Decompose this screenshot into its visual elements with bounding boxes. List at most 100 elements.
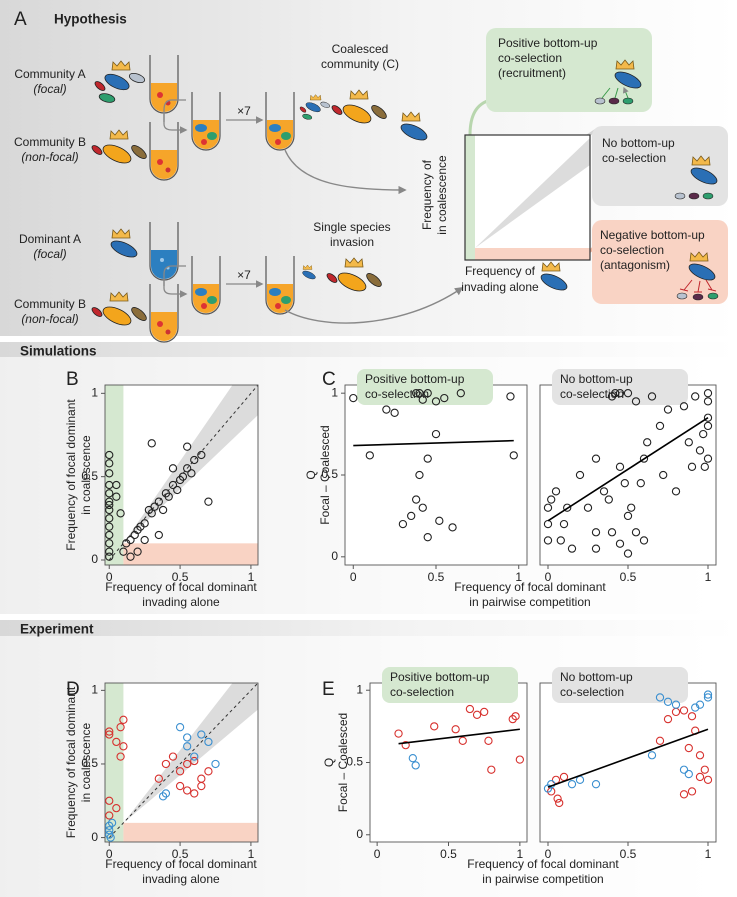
y-tick-label: 0.5 [81,756,98,770]
point [679,402,689,411]
title-box [552,369,688,405]
arrow [284,149,407,195]
point [394,729,403,738]
point [116,752,125,761]
cell [707,292,719,300]
point [484,736,493,745]
cell [622,97,634,105]
y-axis-label: in coalescence [79,435,93,515]
box-text: Negative bottom-up [600,228,705,242]
point [105,811,114,820]
y-axis-label: Frequency of focal dominant [64,399,78,551]
repeat-label: ×7 [237,268,251,282]
point [154,774,163,783]
y-tick-label: 0 [356,827,363,841]
point [515,755,525,764]
point [435,516,444,525]
point [168,752,178,761]
repeat-label: ×7 [237,104,251,118]
point [509,451,518,460]
point [178,472,188,481]
point [126,535,135,545]
point [183,786,192,795]
point [105,552,114,561]
point [700,462,709,471]
point [119,715,128,724]
point [687,712,697,721]
point [411,495,421,504]
point [567,544,577,553]
box-text: No bottom-up [602,136,675,150]
point [423,533,432,542]
arrow [163,99,186,122]
point [190,789,199,798]
panel-title: co-selection [560,387,624,401]
point [615,539,625,548]
x-axis-label: invading alone [142,872,220,886]
point [508,714,517,724]
positive-box [486,28,652,112]
point [700,765,709,774]
point [415,470,424,480]
point [154,530,163,540]
point [211,759,220,769]
point [119,547,128,556]
point [699,429,708,439]
point [448,523,457,532]
point [703,421,713,431]
point [105,450,114,460]
x-tick-label: 1 [515,570,522,584]
inhibit-lines [679,279,717,293]
point [164,492,173,501]
point [671,487,681,496]
fit-line [547,417,709,522]
positive-region [465,135,475,260]
point [204,737,213,747]
point [659,470,668,480]
point [679,765,689,774]
point [623,511,633,521]
section-title: Simulations [20,344,97,359]
point [107,818,117,828]
point [451,725,460,734]
x-tick-label: 0 [350,570,357,584]
panel-letter: E [322,679,335,700]
y-axis-label: Q [322,758,336,767]
arrow [163,114,188,134]
point [643,438,652,447]
neutral-cone [475,138,590,248]
point [627,503,636,512]
point [506,392,515,401]
point [695,772,705,782]
y-tick-label: 1 [91,683,98,697]
point [647,392,657,401]
point [583,503,593,512]
point [691,703,700,712]
x-tick-label: 0.5 [620,570,637,584]
point [663,714,673,724]
point [623,389,633,398]
point [411,389,421,398]
y-tick-label: 0 [331,549,338,563]
point [408,754,417,763]
point [631,528,641,537]
neutral-box [592,126,728,206]
negative-region [123,543,259,565]
point [671,700,681,709]
point [105,530,114,540]
y-tick-label: 1 [356,682,363,696]
label: (focal) [33,82,66,96]
point [140,519,149,528]
point [411,761,420,770]
plot-frame [104,384,259,566]
schematic-frame [464,134,591,261]
x-axis-label: in pairwise competition [482,872,603,886]
point [636,479,645,488]
point [105,514,114,523]
point [147,509,156,518]
x-axis-label: Frequency of focal dominant [105,580,257,594]
point [543,503,553,512]
point [190,455,199,465]
x-tick-label: 1 [248,570,255,584]
point [703,454,713,463]
